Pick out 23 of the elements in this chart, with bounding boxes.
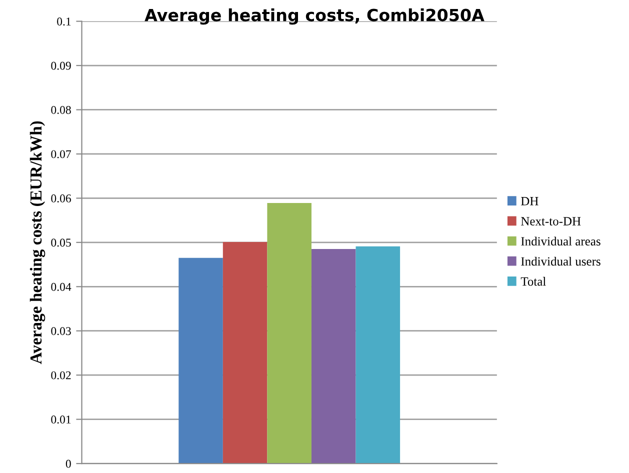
bar — [267, 203, 312, 464]
legend-label: Total — [520, 276, 546, 286]
legend-label: Individual users — [521, 256, 600, 266]
chart-title: Average heating costs, Combi2050A — [144, 8, 484, 25]
y-tick-label: 0.1 — [57, 18, 71, 26]
y-tick-label: 0.02 — [51, 371, 71, 380]
bar — [222, 242, 268, 464]
legend-label: Individual areas — [521, 236, 600, 246]
bar — [178, 258, 223, 464]
y-tick-label: 0.04 — [51, 282, 72, 291]
y-tick-label: 0 — [66, 460, 71, 468]
y-axis-title: Average heating costs (EUR/kWh) — [30, 121, 46, 364]
legend-label: Next-to-DH — [521, 217, 581, 226]
y-tick-label: 0.09 — [51, 62, 71, 70]
y-tick-label: 0.07 — [51, 150, 72, 158]
bar — [356, 246, 400, 464]
y-tick-label: 0.01 — [51, 416, 71, 424]
y-tick-label: 0.03 — [51, 327, 71, 336]
y-tick-label: 0.06 — [51, 194, 71, 202]
legend-label: DH — [521, 197, 538, 206]
bar — [311, 249, 356, 464]
y-tick-label: 0.08 — [51, 106, 71, 114]
y-tick-label: 0.05 — [51, 238, 71, 247]
